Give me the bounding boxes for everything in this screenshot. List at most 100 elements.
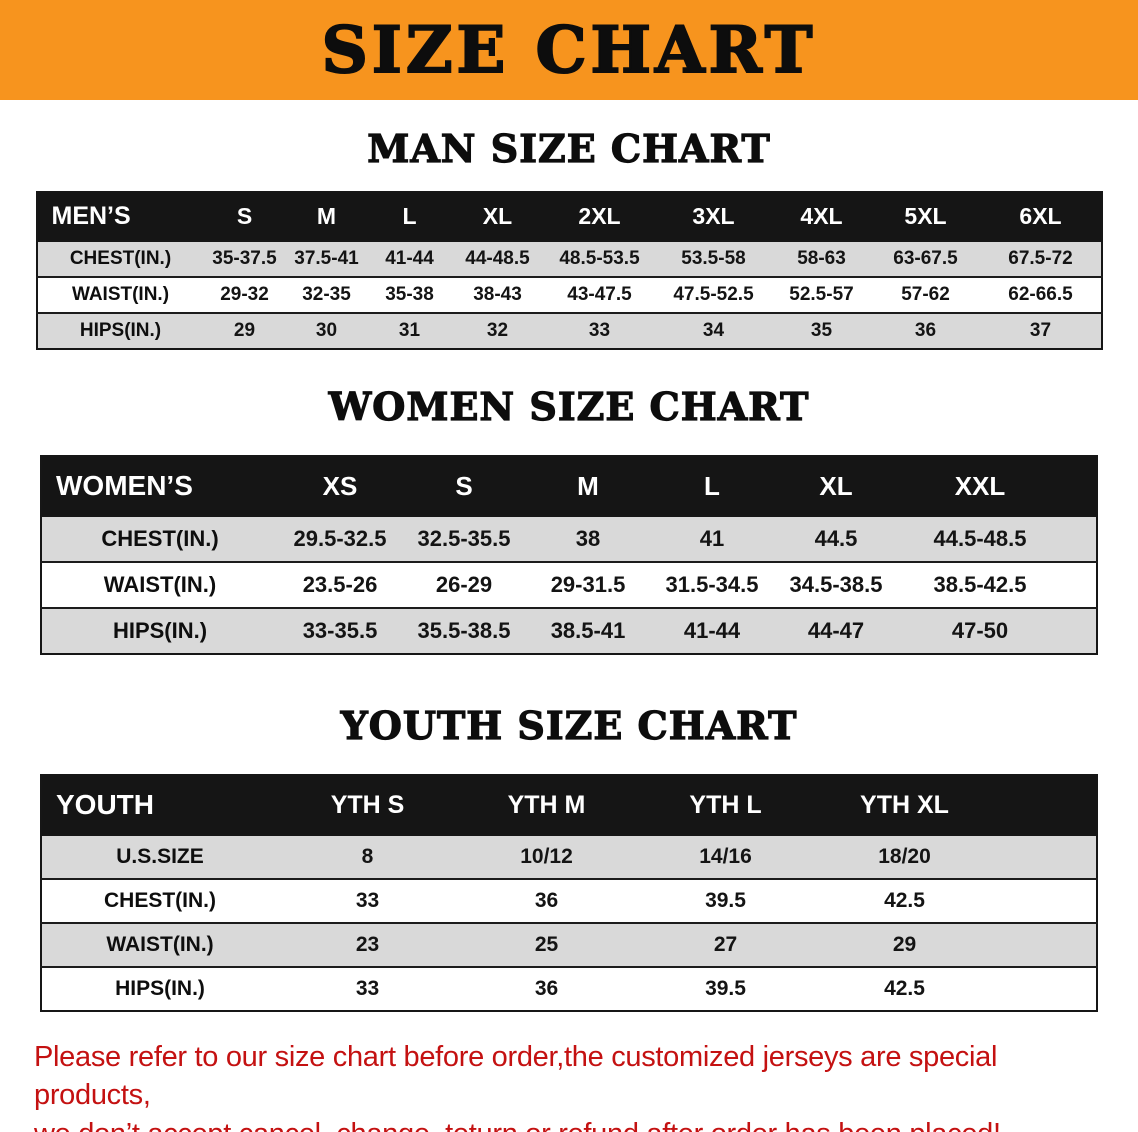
table-title-cell: YOUTH bbox=[41, 775, 278, 836]
table-row: CHEST(IN.) 29.5-32.5 32.5-35.5 38 41 44.5 44.5… bbox=[41, 515, 1097, 562]
table-header-row: WOMEN’S XS S M L XL XXL bbox=[41, 456, 1097, 517]
size-value-cell: 39.5 bbox=[636, 878, 815, 923]
women-size-section: WOMEN SIZE CHART WOMEN’S XS S M L XL XXL CHEST(… bbox=[0, 383, 1138, 655]
size-value-cell: 41-44 bbox=[367, 240, 452, 277]
row-filler-cell bbox=[994, 834, 1097, 879]
size-value-cell: 34.5-38.5 bbox=[774, 561, 898, 608]
disclaimer-line-1: Please refer to our size chart before or… bbox=[34, 1041, 998, 1112]
size-value-cell: 23 bbox=[278, 922, 457, 967]
size-column-header: L bbox=[650, 456, 774, 517]
table-header-row: YOUTH YTH S YTH M YTH L YTH XL bbox=[41, 775, 1097, 836]
size-value-cell: 37 bbox=[979, 312, 1102, 349]
table-row: HIPS(IN.) 29 30 31 32 33 34 35 36 37 bbox=[36, 312, 1102, 349]
youth-section-heading: YOUTH SIZE CHART bbox=[340, 702, 798, 748]
size-value-cell: 35-37.5 bbox=[203, 240, 286, 277]
size-value-cell: 25 bbox=[457, 922, 636, 967]
size-value-cell: 44.5-48.5 bbox=[898, 515, 1062, 562]
row-filler-cell bbox=[994, 878, 1097, 923]
row-label-cell: WAIST(IN.) bbox=[41, 922, 278, 967]
size-value-cell: 32-35 bbox=[285, 276, 368, 313]
size-column-header: 6XL bbox=[979, 192, 1102, 242]
size-value-cell: 33-35.5 bbox=[278, 607, 402, 654]
size-value-cell: 27 bbox=[636, 922, 815, 967]
size-value-cell: 67.5-72 bbox=[979, 240, 1102, 277]
size-value-cell: 10/12 bbox=[457, 834, 636, 879]
men-size-section: MAN SIZE CHART MEN’S S M L XL 2XL 3XL 4XL 5XL 6XL… bbox=[0, 125, 1138, 350]
size-column-header: XL bbox=[451, 192, 544, 242]
men-section-heading: MAN SIZE CHART bbox=[367, 125, 771, 171]
size-value-cell: 41-44 bbox=[650, 607, 774, 654]
men-size-table: MEN’S S M L XL 2XL 3XL 4XL 5XL 6XL CHEST(IN.) 35-37… bbox=[35, 191, 1103, 350]
size-value-cell: 43-47.5 bbox=[543, 276, 656, 313]
size-column-header: YTH S bbox=[278, 775, 457, 836]
size-column-header: 2XL bbox=[543, 192, 656, 242]
size-value-cell: 30 bbox=[285, 312, 368, 349]
size-column-header: 3XL bbox=[655, 192, 772, 242]
size-value-cell: 34 bbox=[655, 312, 772, 349]
size-value-cell: 44-47 bbox=[774, 607, 898, 654]
size-column-header: XXL bbox=[898, 456, 1062, 517]
size-value-cell: 33 bbox=[543, 312, 656, 349]
size-value-cell: 29.5-32.5 bbox=[278, 515, 402, 562]
row-label-cell: CHEST(IN.) bbox=[41, 878, 278, 923]
size-value-cell: 36 bbox=[871, 312, 980, 349]
size-value-cell: 29 bbox=[815, 922, 994, 967]
size-value-cell: 35-38 bbox=[367, 276, 452, 313]
table-row: U.S.SIZE 8 10/12 14/16 18/20 bbox=[41, 834, 1097, 879]
size-value-cell: 38.5-41 bbox=[526, 607, 650, 654]
size-column-header: 4XL bbox=[771, 192, 872, 242]
size-value-cell: 31 bbox=[367, 312, 452, 349]
size-value-cell: 33 bbox=[278, 966, 457, 1011]
size-value-cell: 58-63 bbox=[771, 240, 872, 277]
row-label-cell: U.S.SIZE bbox=[41, 834, 278, 879]
size-value-cell: 23.5-26 bbox=[278, 561, 402, 608]
table-row: WAIST(IN.) 23.5-26 26-29 29-31.5 31.5-34.5 34… bbox=[41, 561, 1097, 608]
row-label-cell: WAIST(IN.) bbox=[41, 561, 278, 608]
banner: SIZE CHART bbox=[0, 0, 1138, 100]
footer-disclaimer: Please refer to our size chart before or… bbox=[0, 1038, 1138, 1132]
row-filler-cell bbox=[1062, 515, 1097, 562]
row-label-cell: HIPS(IN.) bbox=[41, 607, 278, 654]
size-column-header: L bbox=[367, 192, 452, 242]
size-value-cell: 53.5-58 bbox=[655, 240, 772, 277]
size-value-cell: 31.5-34.5 bbox=[650, 561, 774, 608]
table-row: WAIST(IN.) 23 25 27 29 bbox=[41, 922, 1097, 967]
row-filler-cell bbox=[994, 966, 1097, 1011]
youth-size-table: YOUTH YTH S YTH M YTH L YTH XL U.S.SIZE 8 10/12… bbox=[40, 774, 1098, 1012]
size-value-cell: 42.5 bbox=[815, 966, 994, 1011]
table-title-cell: MEN’S bbox=[36, 192, 204, 242]
row-filler-cell bbox=[994, 922, 1097, 967]
size-value-cell: 47-50 bbox=[898, 607, 1062, 654]
size-value-cell: 37.5-41 bbox=[285, 240, 368, 277]
size-value-cell: 36 bbox=[457, 966, 636, 1011]
size-value-cell: 35 bbox=[771, 312, 872, 349]
women-size-table: WOMEN’S XS S M L XL XXL CHEST(IN.) 29.5-32.5 32.5… bbox=[40, 455, 1098, 655]
size-column-header: M bbox=[526, 456, 650, 517]
header-filler-cell bbox=[1062, 456, 1097, 517]
size-value-cell: 41 bbox=[650, 515, 774, 562]
size-value-cell: 18/20 bbox=[815, 834, 994, 879]
header-filler-cell bbox=[994, 775, 1097, 836]
table-title-cell: WOMEN’S bbox=[41, 456, 278, 517]
size-value-cell: 36 bbox=[457, 878, 636, 923]
size-value-cell: 52.5-57 bbox=[771, 276, 872, 313]
row-label-cell: HIPS(IN.) bbox=[36, 312, 204, 349]
youth-size-section: YOUTH SIZE CHART YOUTH YTH S YTH M YTH L YTH… bbox=[0, 702, 1138, 1012]
row-label-cell: CHEST(IN.) bbox=[41, 515, 278, 562]
size-value-cell: 42.5 bbox=[815, 878, 994, 923]
size-column-header: 5XL bbox=[871, 192, 980, 242]
size-column-header: S bbox=[402, 456, 526, 517]
size-column-header: YTH L bbox=[636, 775, 815, 836]
table-row: CHEST(IN.) 33 36 39.5 42.5 bbox=[41, 878, 1097, 923]
size-value-cell: 29-32 bbox=[203, 276, 286, 313]
size-value-cell: 32 bbox=[451, 312, 544, 349]
row-label-cell: WAIST(IN.) bbox=[36, 276, 204, 313]
size-value-cell: 29-31.5 bbox=[526, 561, 650, 608]
size-value-cell: 8 bbox=[278, 834, 457, 879]
size-column-header: S bbox=[203, 192, 286, 242]
size-column-header: YTH M bbox=[457, 775, 636, 836]
table-row: CHEST(IN.) 35-37.5 37.5-41 41-44 44-48.5 48.5… bbox=[36, 240, 1102, 277]
size-value-cell: 33 bbox=[278, 878, 457, 923]
size-column-header: M bbox=[285, 192, 368, 242]
